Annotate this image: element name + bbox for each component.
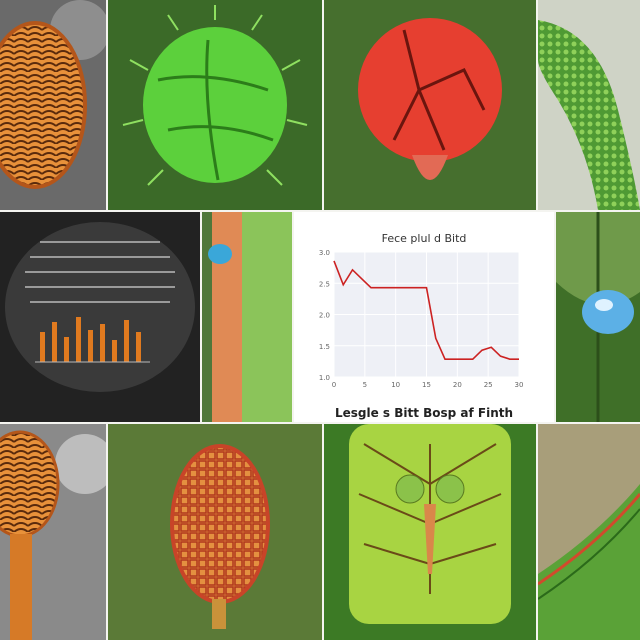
- red-seed-image: [108, 424, 322, 640]
- panel-veined-leaf-face: [324, 424, 536, 640]
- x-tick-label: 20: [453, 381, 462, 389]
- x-tick-label: 15: [422, 381, 431, 389]
- panel-green-tube-with-droplet: [202, 212, 292, 422]
- chart-caption: Lesgle s Bitt Bosp af Finth: [334, 406, 514, 420]
- dark-screen-image: [0, 212, 200, 422]
- red-bulb-image: [324, 0, 536, 210]
- panel-line-chart: Fece plul d Bitd 1.0 1.5 2.0 2.5 3.0 0 5 10 15 20…: [294, 212, 554, 422]
- y-tick-label: 1.0: [319, 374, 330, 382]
- line-chart-svg: 1.0 1.5 2.0 2.5 3.0 0 5 10 15 20 25 30: [319, 249, 524, 389]
- veined-leaf-image: [324, 424, 536, 640]
- x-tick-label: 5: [363, 381, 367, 389]
- orange-cell-image: [0, 0, 106, 210]
- y-tick-label: 2.5: [319, 280, 330, 288]
- green-stem-image: [538, 0, 640, 210]
- orange-stalk-image: [0, 424, 106, 640]
- x-tick-label: 30: [515, 381, 524, 389]
- x-tick-label: 10: [391, 381, 400, 389]
- panel-leaf-with-droplet: [556, 212, 640, 422]
- panel-green-scaled-stem: [538, 0, 640, 210]
- panel-red-mesh-seed: [108, 424, 322, 640]
- panel-green-stripe-leaf: [538, 424, 640, 640]
- series-line: [333, 260, 519, 360]
- chart-title: Fece plul d Bitd: [381, 232, 467, 245]
- stripe-leaf-image: [538, 424, 640, 640]
- panel-orange-mesh-stalk: [0, 424, 106, 640]
- green-pod-image: [108, 0, 322, 210]
- y-tick-label: 2.0: [319, 312, 330, 320]
- panel-red-veined-bulb: [324, 0, 536, 210]
- panel-dark-chart-screen: [0, 212, 200, 422]
- x-tick-label: 25: [484, 381, 493, 389]
- y-tick-label: 1.5: [319, 343, 330, 351]
- panel-green-spiky-pod: [108, 0, 322, 210]
- leaf-droplet-image: [556, 212, 640, 422]
- x-tick-label: 0: [332, 381, 336, 389]
- tube-droplet-image: [202, 212, 292, 422]
- y-tick-label: 3.0: [319, 249, 330, 257]
- panel-orange-cell-pattern: [0, 0, 106, 210]
